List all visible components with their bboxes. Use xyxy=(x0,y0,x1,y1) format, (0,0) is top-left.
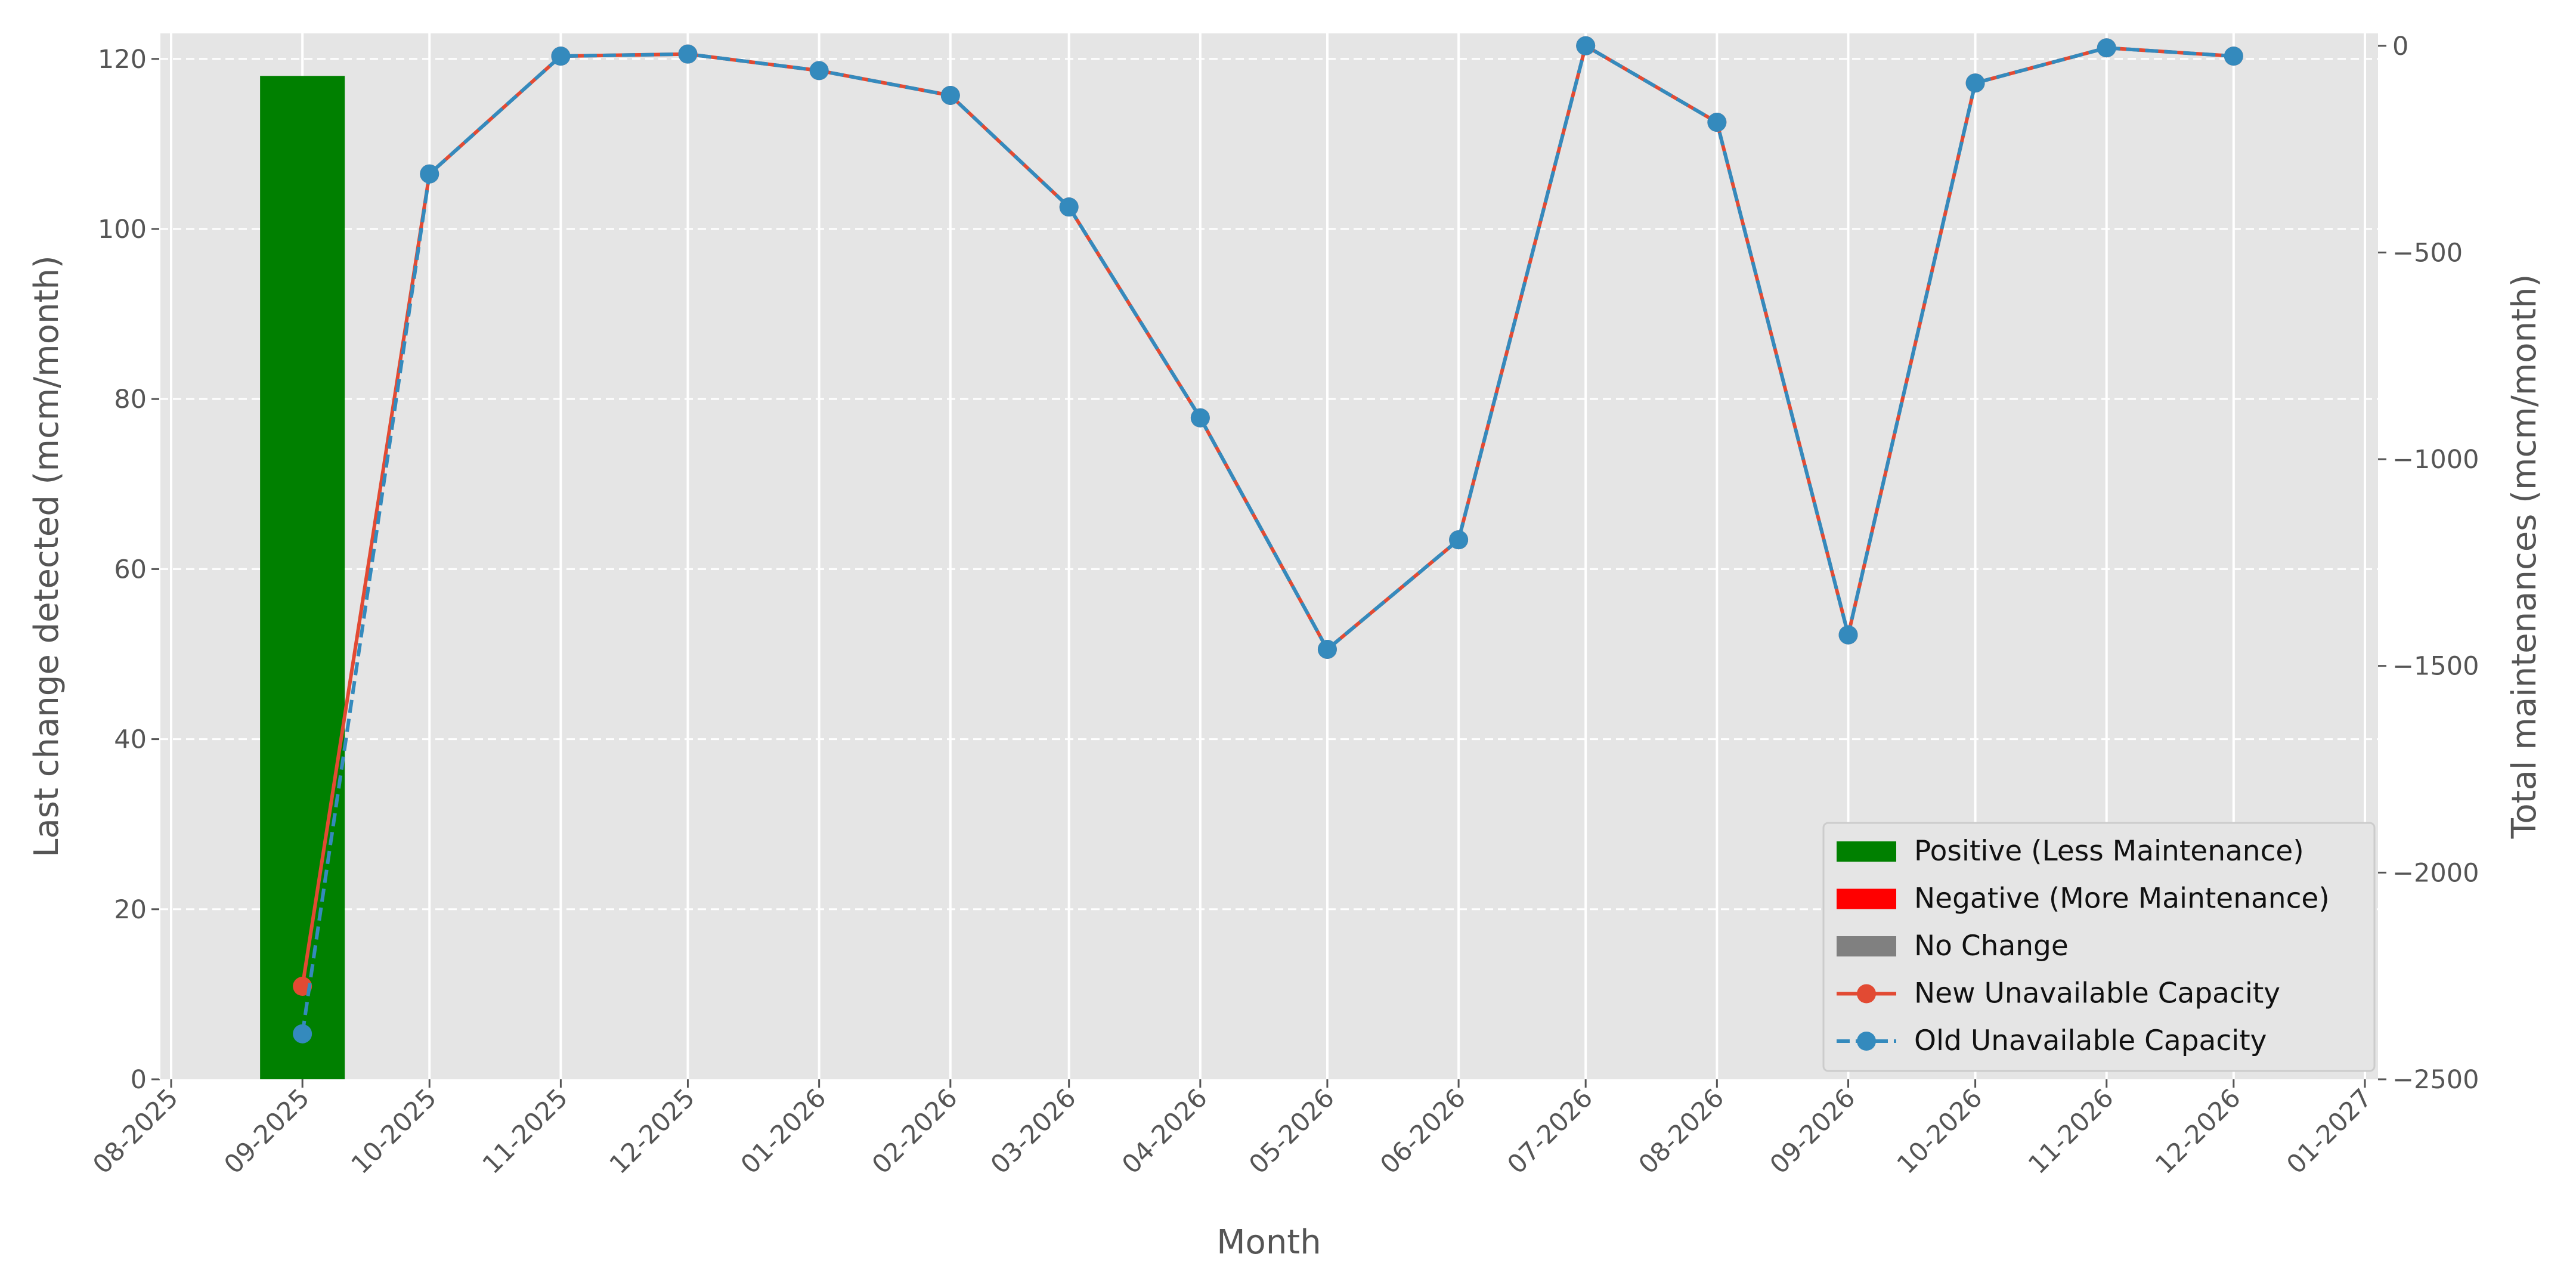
legend-label: No Change xyxy=(1914,930,2069,962)
legend-swatch xyxy=(1837,936,1896,956)
legend: Positive (Less Maintenance) Negative (Mor… xyxy=(1822,822,2376,1072)
x-tick-label: 09-2026 xyxy=(1764,1083,1861,1179)
y-left-tick-label: 120 xyxy=(98,45,147,75)
old-capacity-point xyxy=(1838,625,1858,645)
y-left-tick-label: 40 xyxy=(114,725,147,755)
y-axis-left-label: Last change detected (mcm/month) xyxy=(27,255,66,857)
old-capacity-point xyxy=(2224,47,2243,66)
legend-swatch xyxy=(1837,841,1896,862)
old-capacity-point xyxy=(293,1024,312,1044)
old-capacity-point xyxy=(1059,197,1079,217)
x-tick-label: 12-2025 xyxy=(604,1083,701,1179)
y-right-tick-label: 0 xyxy=(2392,32,2408,61)
series-lines xyxy=(293,36,2243,1044)
x-tick-label: 04-2026 xyxy=(1116,1083,1213,1179)
x-tick-label: 01-2026 xyxy=(735,1083,832,1179)
old-capacity-point xyxy=(678,44,698,64)
x-tick-label: 07-2026 xyxy=(1502,1083,1599,1179)
legend-label: Old Unavailable Capacity xyxy=(1914,1024,2267,1057)
old-capacity-point xyxy=(1965,73,1985,93)
y-right-tick-label: −500 xyxy=(2392,238,2463,268)
y-left-tick-label: 60 xyxy=(114,555,147,584)
y-right-tick-label: −2000 xyxy=(2392,858,2479,888)
x-tick-label: 11-2026 xyxy=(2023,1083,2119,1179)
old-capacity-line xyxy=(301,44,2234,1035)
old-capacity-point xyxy=(551,47,571,66)
x-tick-label: 08-2026 xyxy=(1633,1083,1730,1179)
y-left-tick-label: 80 xyxy=(114,385,147,414)
x-tick-label: 03-2026 xyxy=(985,1083,1082,1179)
x-tick-label: 08-2025 xyxy=(87,1083,184,1179)
bar xyxy=(260,76,345,1080)
y-right-tick-label: −1500 xyxy=(2392,652,2479,682)
y-left-tick-label: 100 xyxy=(98,215,147,244)
legend-label: Positive (Less Maintenance) xyxy=(1914,835,2304,868)
old-capacity-point xyxy=(2097,38,2116,58)
bars xyxy=(260,76,345,1080)
old-capacity-point xyxy=(940,85,960,105)
x-tick-label: 02-2026 xyxy=(866,1083,963,1179)
x-tick-label: 01-2027 xyxy=(2281,1083,2377,1179)
grid-lines xyxy=(160,33,2378,1079)
y-right-tick-label: −1000 xyxy=(2392,445,2479,475)
legend-box xyxy=(1822,822,2376,1072)
old-capacity-point xyxy=(1190,408,1210,428)
y-left-tick-label: 0 xyxy=(131,1065,147,1095)
legend-marker xyxy=(1857,984,1876,1004)
old-capacity-point xyxy=(1576,36,1596,55)
old-capacity-point xyxy=(1449,530,1469,550)
x-tick-label: 09-2025 xyxy=(219,1083,315,1179)
old-capacity-point xyxy=(1317,639,1337,659)
old-capacity-point xyxy=(420,164,439,184)
x-tick-label: 11-2025 xyxy=(477,1083,574,1179)
y-left-tick-label: 20 xyxy=(114,895,147,925)
legend-label: New Unavailable Capacity xyxy=(1914,977,2280,1010)
old-capacity-point xyxy=(809,61,829,80)
old-capacity-point xyxy=(1707,113,1727,132)
x-tick-label: 12-2026 xyxy=(2150,1083,2246,1179)
y-axis-right-label: Total maintenances (mcm/month) xyxy=(2505,274,2544,840)
legend-marker xyxy=(1857,1032,1876,1051)
legend-swatch xyxy=(1837,888,1896,909)
x-tick-label: 10-2026 xyxy=(1891,1083,1988,1179)
legend-label: Negative (More Maintenance) xyxy=(1914,883,2330,915)
x-tick-label: 05-2026 xyxy=(1243,1083,1340,1179)
x-axis-label: Month xyxy=(1216,1223,1321,1262)
x-tick-label: 10-2025 xyxy=(346,1083,442,1179)
y-right-tick-label: −2500 xyxy=(2392,1065,2479,1095)
x-tick-label: 06-2026 xyxy=(1374,1083,1471,1179)
